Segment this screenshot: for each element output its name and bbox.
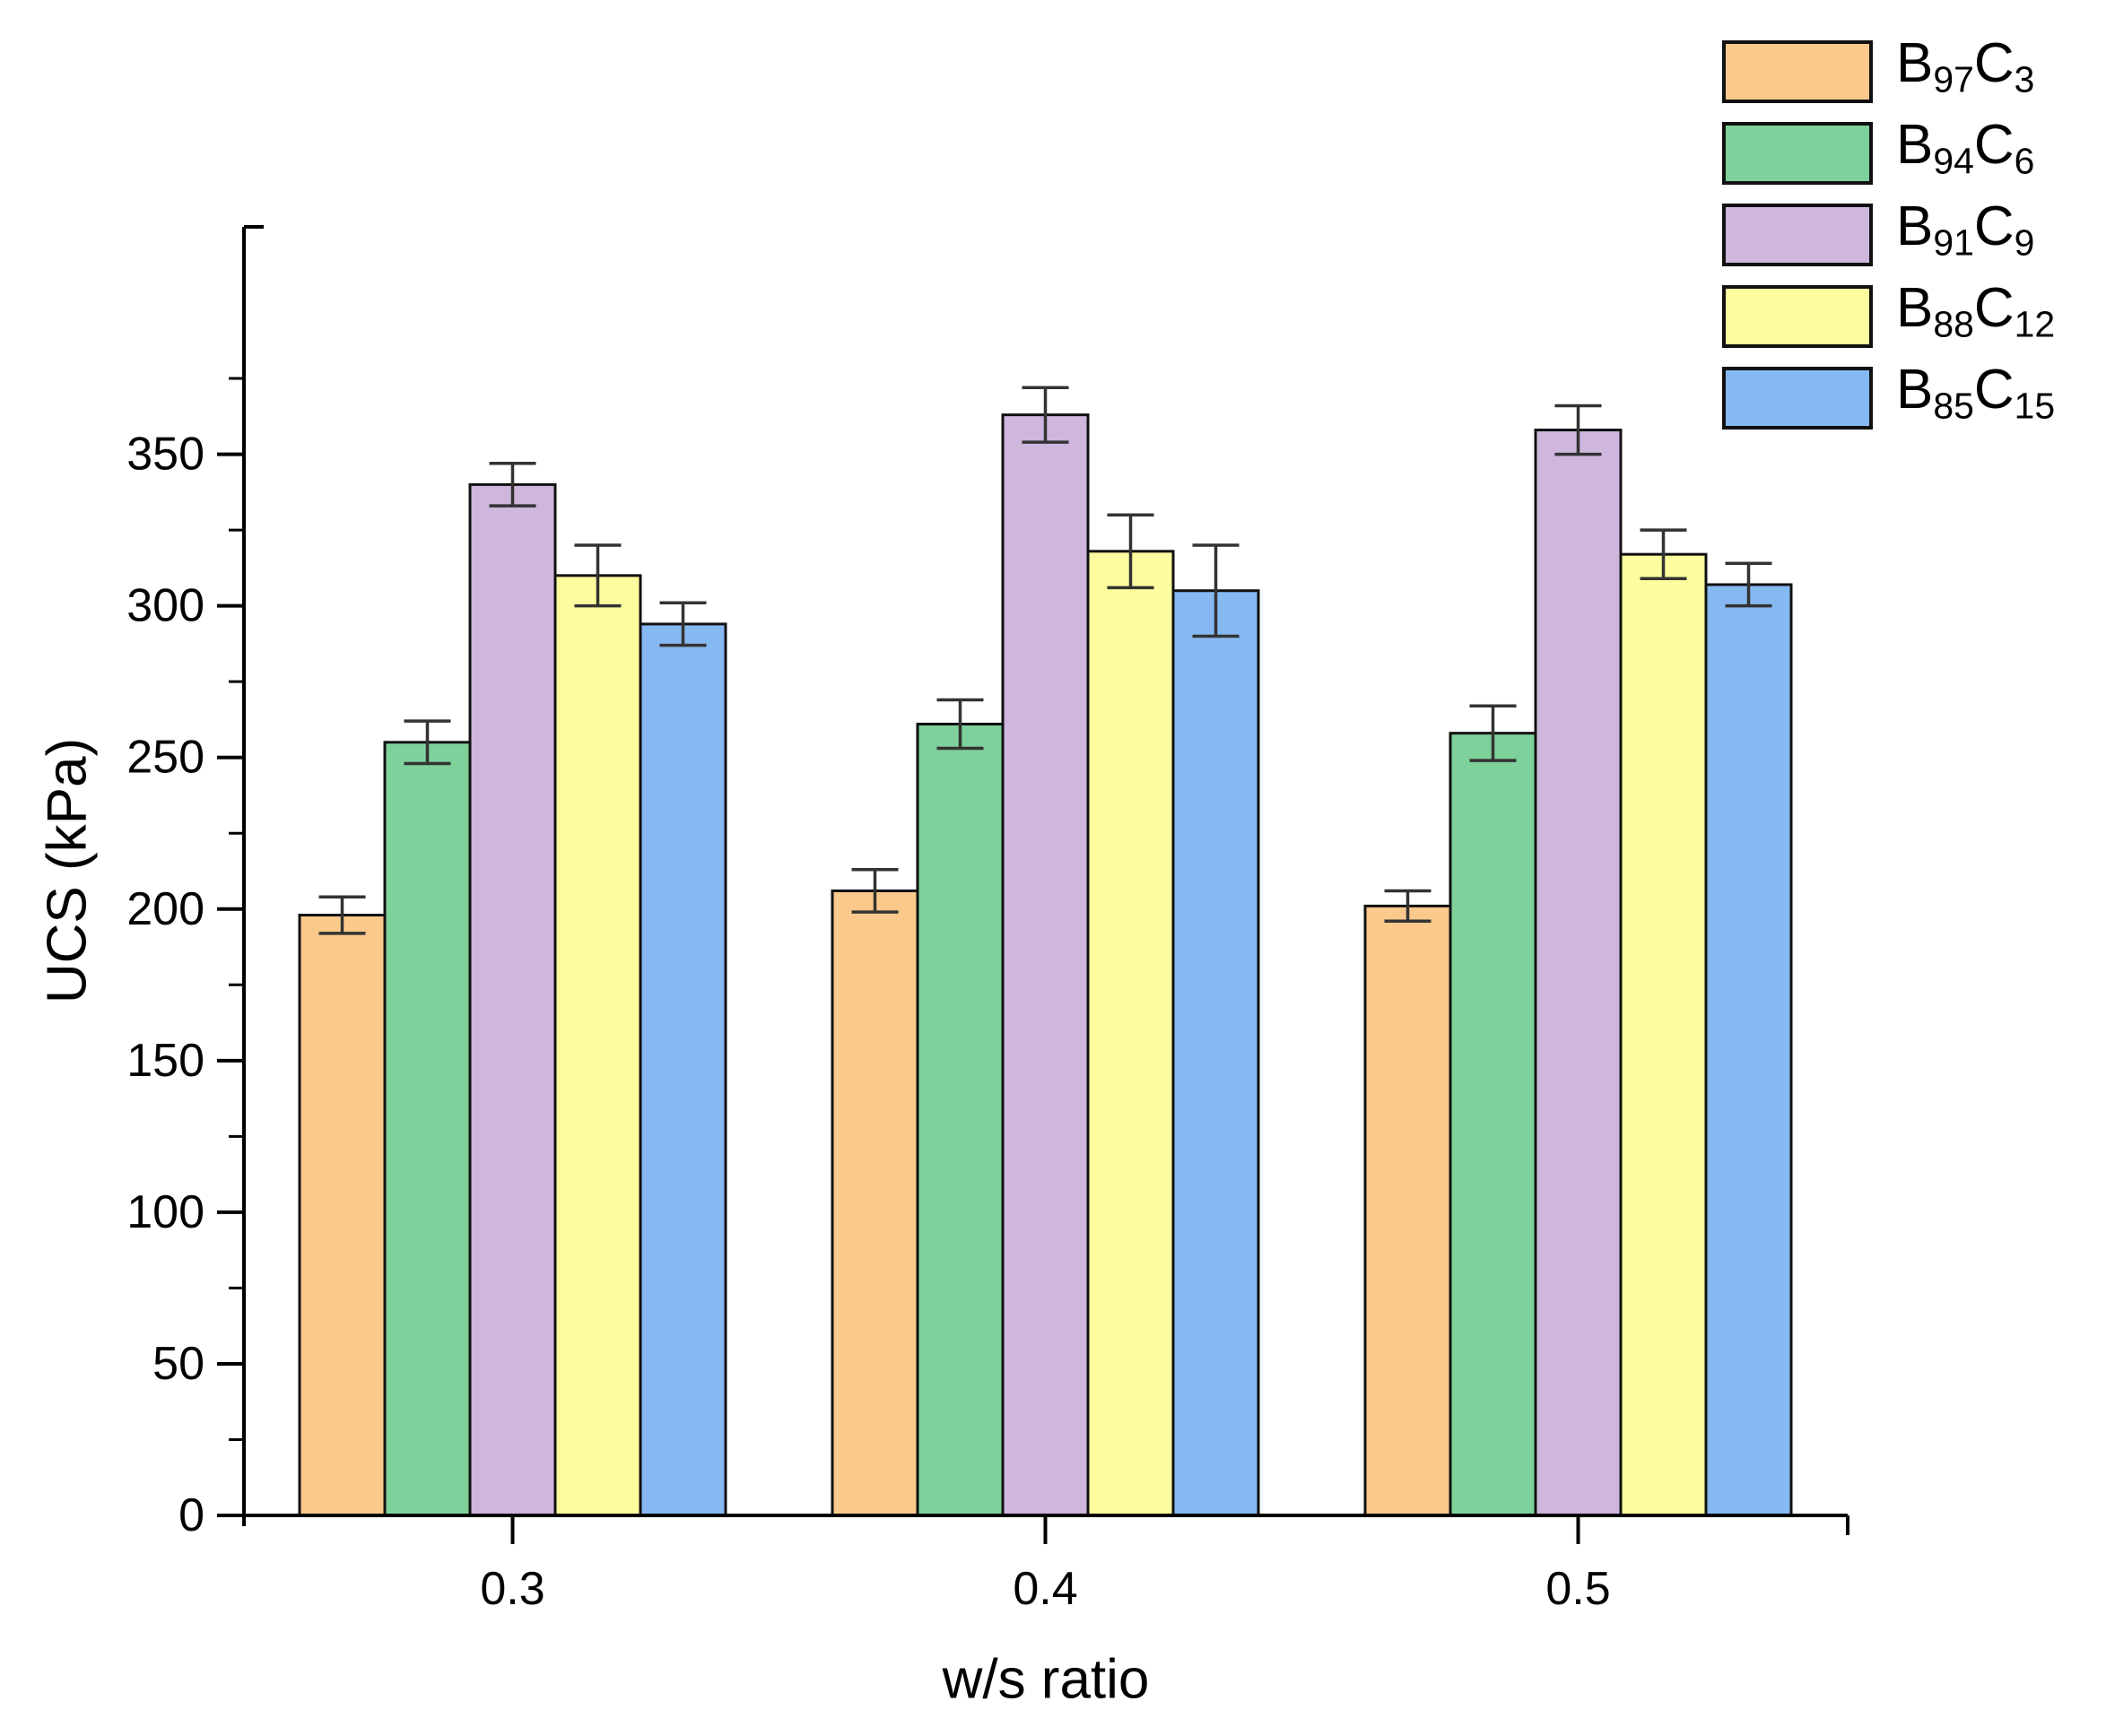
legend-item-B91C9: B91C9 [1722, 195, 2055, 266]
bar-B97C3-0.5 [1363, 904, 1452, 1517]
legend-label-B88C12: B88C12 [1896, 277, 2056, 345]
legend-item-B97C3: B97C3 [1722, 32, 2055, 103]
bar-B88C12-0.3 [553, 574, 642, 1517]
bar-B94C6-0.5 [1449, 732, 1537, 1517]
bar-B85C15-0.4 [1171, 589, 1260, 1517]
bar-B97C3-0.4 [831, 889, 919, 1517]
bar-B88C12-0.4 [1086, 550, 1175, 1517]
y-tick-label-100: 100 [126, 1186, 205, 1238]
bar-B85C15-0.3 [639, 622, 727, 1517]
x-tick-label-0.3: 0.3 [480, 1563, 544, 1615]
legend-label-B94C6: B94C6 [1896, 114, 2035, 182]
x-tick-label-0.4: 0.4 [1013, 1563, 1077, 1615]
bar-B85C15-0.5 [1704, 583, 1793, 1517]
x-axis-title: w/s ratio [942, 1648, 1150, 1711]
bar-B94C6-0.4 [916, 723, 1005, 1517]
bar-B91C9-0.5 [1534, 429, 1623, 1517]
y-tick-label-50: 50 [152, 1338, 205, 1390]
bar-B91C9-0.3 [468, 482, 557, 1517]
y-tick-label-0: 0 [178, 1489, 205, 1541]
legend-item-B88C12: B88C12 [1722, 277, 2055, 348]
legend-label-B97C3: B97C3 [1896, 32, 2035, 100]
legend: B97C3 B94C6 B91C9 B88C12 B85C15 [1722, 32, 2055, 448]
y-tick-label-350: 350 [126, 429, 205, 481]
y-tick-label-300: 300 [126, 580, 205, 632]
y-tick-label-150: 150 [126, 1035, 205, 1087]
legend-item-B85C15: B85C15 [1722, 359, 2055, 430]
legend-swatch-B88C12 [1722, 285, 1873, 348]
y-tick-label-250: 250 [126, 732, 205, 784]
x-tick-label-0.5: 0.5 [1545, 1563, 1610, 1615]
legend-swatch-B97C3 [1722, 40, 1873, 103]
legend-swatch-B85C15 [1722, 367, 1873, 430]
y-axis-title: UCS (kPa) [36, 737, 99, 1004]
legend-label-B85C15: B85C15 [1896, 359, 2056, 427]
bar-B91C9-0.4 [1001, 413, 1090, 1517]
y-tick-label-200: 200 [126, 883, 205, 935]
legend-label-B91C9: B91C9 [1896, 195, 2035, 264]
bar-B94C6-0.3 [383, 741, 472, 1517]
legend-swatch-B91C9 [1722, 204, 1873, 266]
bar-B88C12-0.5 [1619, 552, 1708, 1517]
legend-swatch-B94C6 [1722, 122, 1873, 185]
bar-B97C3-0.3 [298, 914, 387, 1517]
legend-item-B94C6: B94C6 [1722, 114, 2055, 185]
